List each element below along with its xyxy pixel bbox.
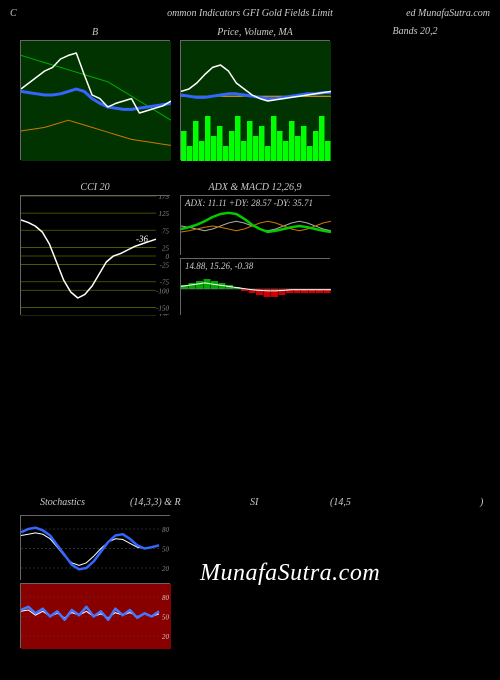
svg-text:25: 25 bbox=[162, 244, 170, 252]
chart-stoch: 80 50 20 bbox=[21, 516, 171, 581]
header-right: ed MunafaSutra.com bbox=[406, 8, 490, 19]
rsi-end: ) bbox=[480, 497, 483, 508]
adx-info: ADX: 11.11 +DY: 28.57 -DY: 35.71 bbox=[185, 198, 313, 208]
svg-text:-100: -100 bbox=[156, 287, 169, 295]
svg-text:80: 80 bbox=[162, 594, 170, 602]
watermark: MunafaSutra.com bbox=[200, 560, 380, 587]
panel-stoch: 80 50 20 bbox=[20, 515, 170, 580]
svg-text:50: 50 bbox=[162, 546, 170, 554]
panel-price: Price, Volume, MA bbox=[180, 40, 330, 160]
chart-cci: 175 125 75 250-25 -75-100 -150-175 -36 bbox=[21, 196, 171, 316]
svg-text:-175: -175 bbox=[156, 313, 169, 316]
svg-text:20: 20 bbox=[162, 565, 170, 573]
svg-text:80: 80 bbox=[162, 526, 170, 534]
chart-bb bbox=[21, 41, 171, 161]
chart-price bbox=[181, 41, 331, 161]
svg-text:20: 20 bbox=[162, 633, 170, 641]
panel-adx: ADX & MACD 12,26,9 ADX: 11.11 +DY: 28.57… bbox=[180, 195, 330, 255]
chart-rsi: 80 50 20 bbox=[21, 584, 171, 649]
panel-bb: B bbox=[20, 40, 170, 160]
macd-info: 14.88, 15.26, -0.38 bbox=[185, 261, 253, 271]
rsi-param: (14,5 bbox=[330, 497, 351, 508]
panel-rsi: 80 50 20 bbox=[20, 583, 170, 648]
svg-text:-36: -36 bbox=[136, 234, 148, 244]
stoch-param: (14,3,3) & R bbox=[130, 497, 181, 508]
svg-text:175: 175 bbox=[159, 196, 170, 201]
panel-adx-title: ADX & MACD 12,26,9 bbox=[181, 182, 329, 193]
panel-bands-title: Bands 20,2 bbox=[340, 26, 490, 37]
panel-price-title: Price, Volume, MA bbox=[181, 27, 329, 38]
svg-text:-25: -25 bbox=[160, 262, 170, 270]
stoch-title: Stochastics bbox=[40, 497, 85, 508]
panel-cci-title: CCI 20 bbox=[21, 182, 169, 193]
panel-bb-title: B bbox=[21, 27, 169, 38]
svg-text:0: 0 bbox=[166, 253, 170, 261]
svg-text:75: 75 bbox=[162, 227, 170, 235]
svg-text:125: 125 bbox=[159, 210, 170, 218]
svg-text:-75: -75 bbox=[160, 279, 170, 287]
svg-text:-150: -150 bbox=[156, 304, 169, 312]
panel-cci: CCI 20 17512575250-25-75-100-150-175-36 bbox=[20, 195, 170, 315]
svg-text:50: 50 bbox=[162, 614, 170, 622]
rsi-title: SI bbox=[250, 497, 258, 508]
panel-macd: 14.88, 15.26, -0.38 bbox=[180, 258, 330, 315]
